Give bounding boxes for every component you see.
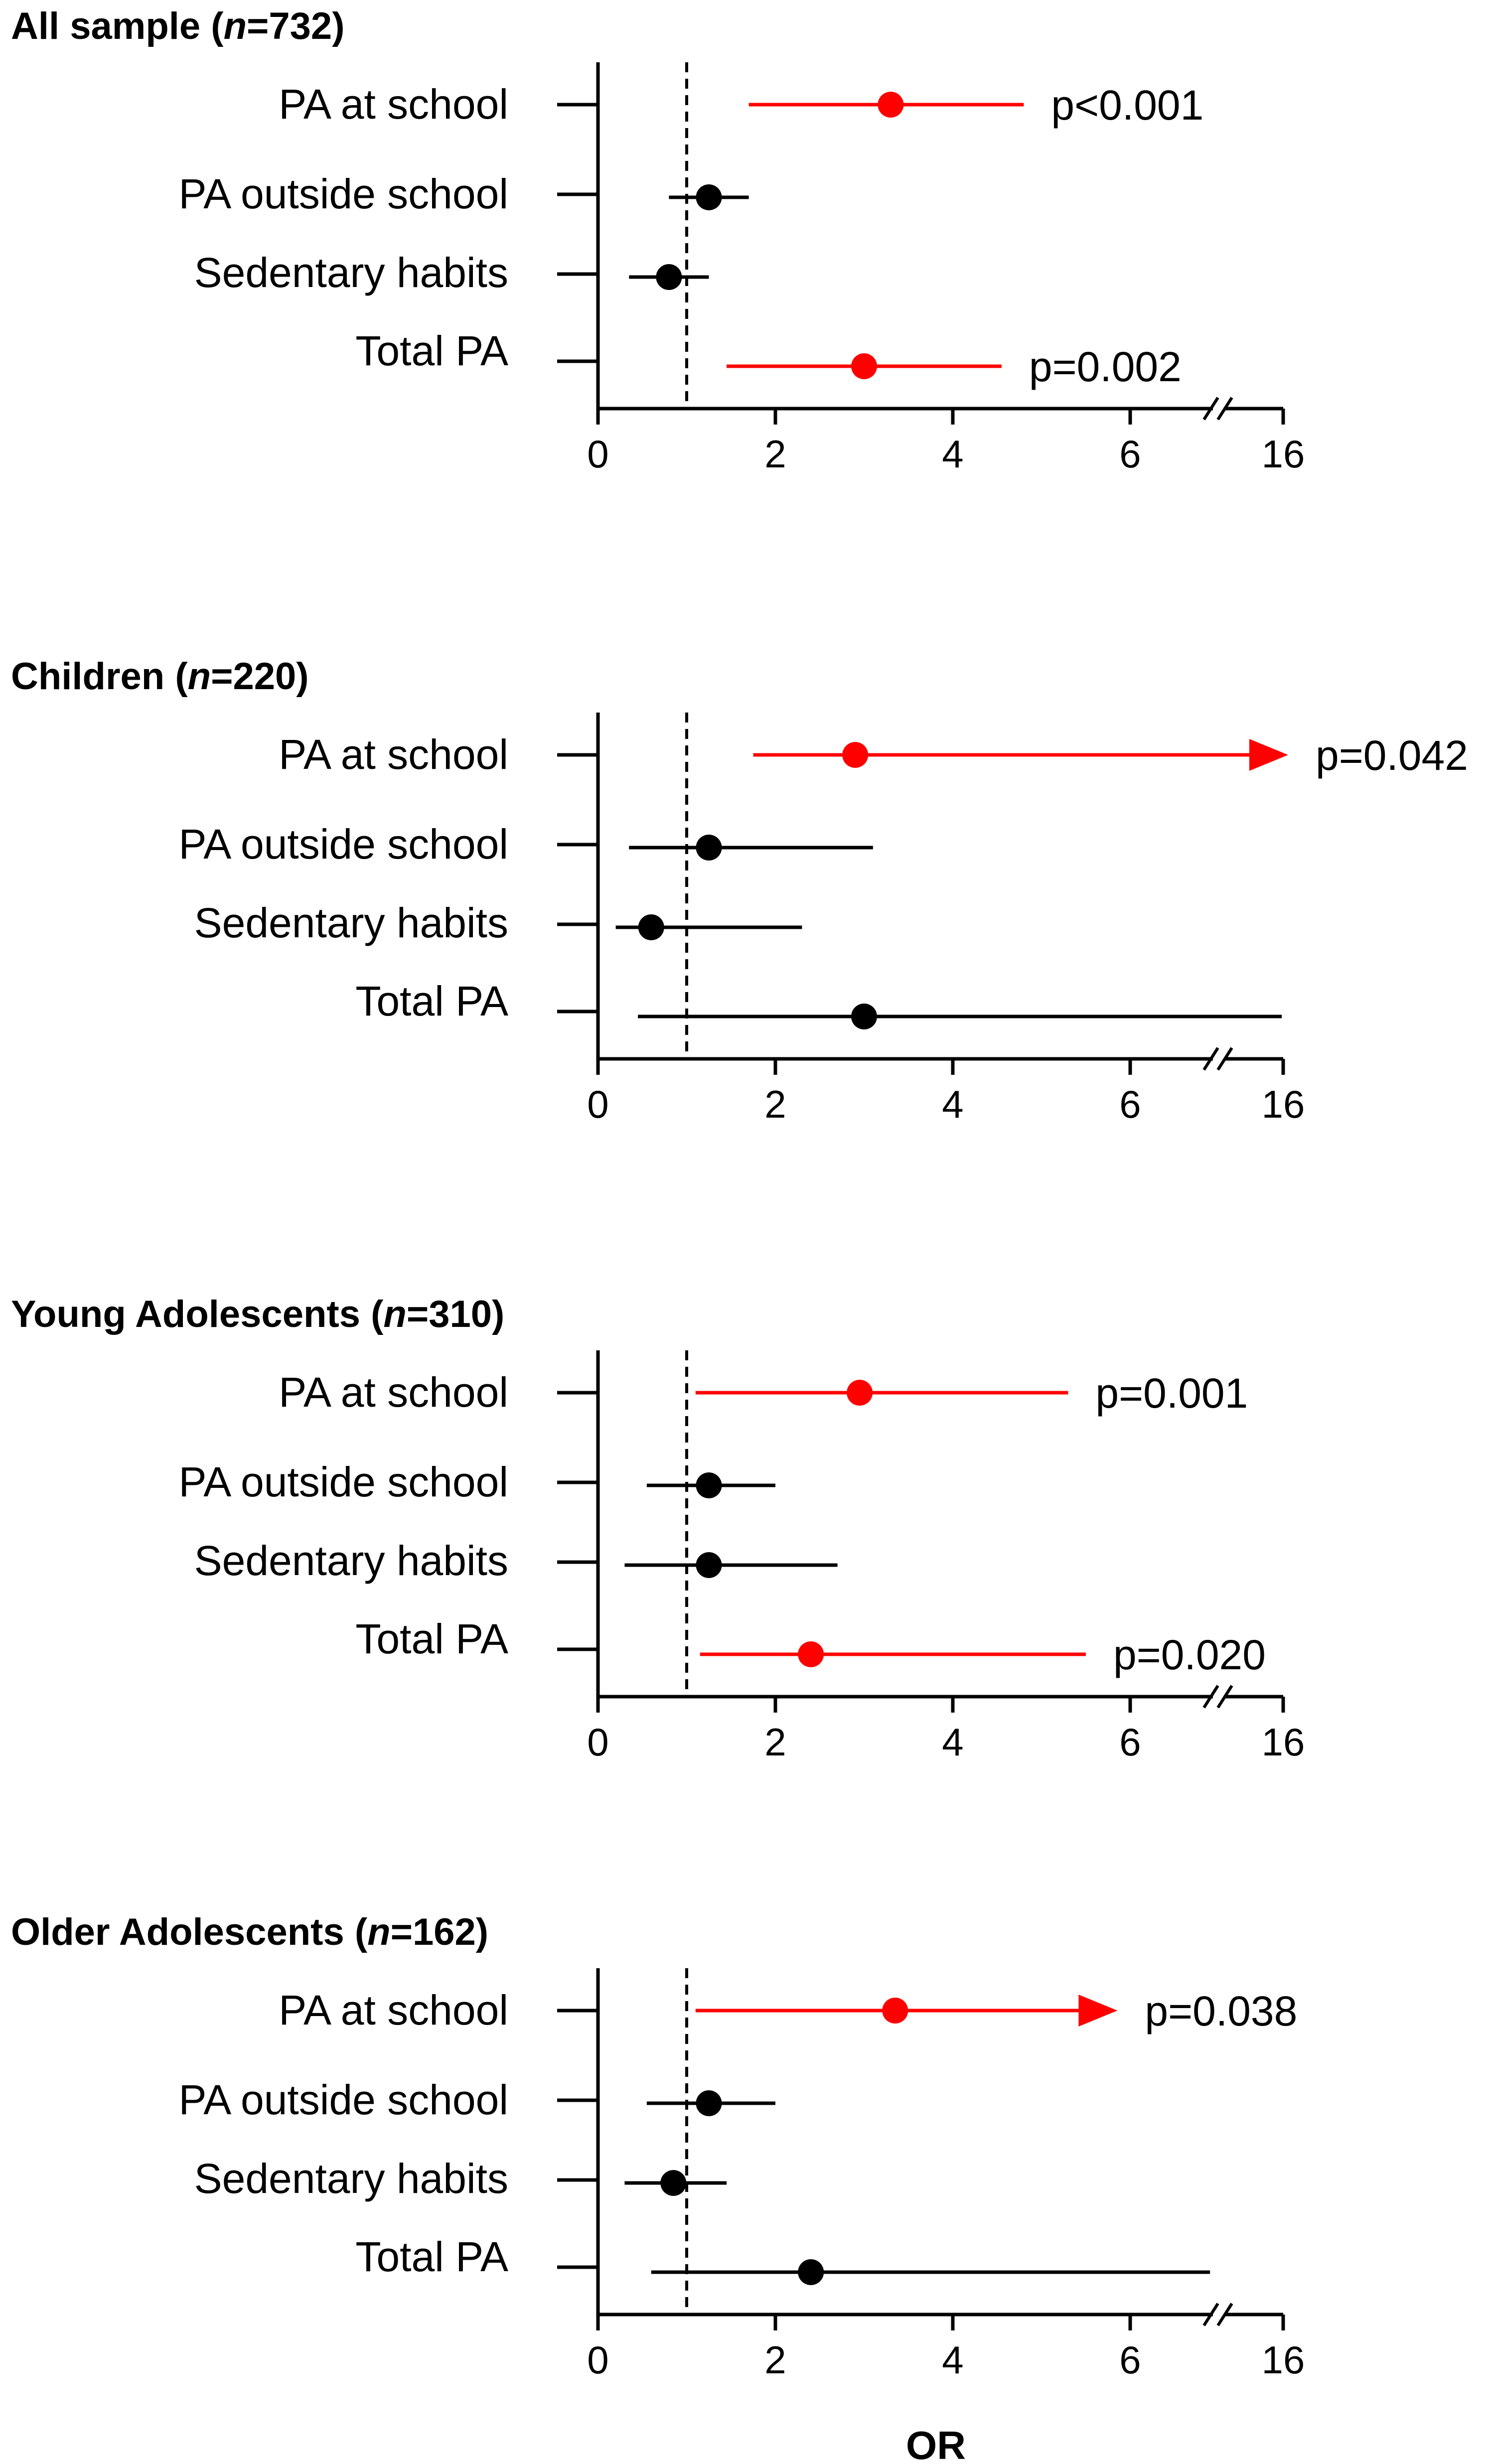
row-label: Total PA [355, 1615, 508, 1662]
panel-title: All sample (n=732) [11, 5, 345, 47]
odds-ratio-point [851, 353, 877, 379]
x-tick-label: 16 [1262, 1082, 1305, 1126]
row-label: PA outside school [178, 170, 508, 217]
row-label: Total PA [355, 327, 508, 374]
panel-title-suffix: =310) [407, 1293, 505, 1335]
panel-title: Older Adolescents (n=162) [11, 1911, 488, 1953]
x-tick-label: 16 [1262, 432, 1305, 476]
p-value-label: p=0.001 [1095, 1370, 1248, 1417]
x-tick-label: 4 [942, 2338, 963, 2382]
axis-break-mark [1202, 397, 1219, 421]
forest-panel-3: Young Adolescents (n=310) 0 2 4 6 16 PA at sch… [11, 1293, 1305, 1764]
axis-break-mark [1216, 397, 1233, 421]
row-label: PA at school [279, 81, 508, 128]
row-label: Sedentary habits [194, 2155, 508, 2202]
panel-title-suffix: =220) [211, 655, 309, 698]
odds-ratio-point [696, 1472, 722, 1498]
axis-break-mark [1216, 1047, 1233, 1071]
odds-ratio-point [638, 914, 664, 940]
x-tick-label: 4 [942, 432, 963, 476]
p-value-label: p<0.001 [1051, 82, 1203, 129]
panel-title: Children (n=220) [11, 655, 309, 698]
x-tick-label: 0 [587, 1720, 608, 1764]
odds-ratio-point [878, 92, 904, 118]
p-value-label: p=0.038 [1145, 1988, 1297, 2034]
ci-arrow-head [1078, 1995, 1118, 2027]
axis-break-mark [1216, 1685, 1233, 1709]
x-tick-label: 2 [764, 432, 786, 476]
odds-ratio-point [656, 264, 682, 290]
row-label: PA at school [279, 1369, 508, 1416]
x-tick-label: 4 [942, 1720, 963, 1764]
row-label: Sedentary habits [194, 1537, 508, 1584]
axis-break-mark [1202, 1685, 1219, 1709]
panel-title-suffix: =162) [391, 1911, 489, 1953]
panel-title-prefix: All sample ( [11, 5, 224, 47]
row-label: Sedentary habits [194, 249, 508, 296]
odds-ratio-point [696, 184, 722, 210]
forest-panel-4: Older Adolescents (n=162) 0 2 4 6 16 PA at sch… [11, 1911, 1305, 2382]
x-tick-label: 0 [587, 432, 608, 476]
axis-break-mark [1202, 2303, 1219, 2326]
x-tick-label: 16 [1262, 1720, 1305, 1764]
panel-title-n: n [224, 5, 247, 47]
odds-ratio-point [660, 2170, 687, 2196]
panel-title-suffix: =732) [247, 5, 345, 47]
x-tick-label: 2 [764, 1082, 786, 1126]
panel-title: Young Adolescents (n=310) [11, 1293, 504, 1335]
panel-title-n: n [188, 655, 211, 698]
panel-title-prefix: Children ( [11, 655, 188, 698]
odds-ratio-point [851, 1004, 877, 1029]
x-axis-title: OR [906, 2423, 966, 2464]
x-tick-label: 6 [1119, 1082, 1141, 1126]
p-value-label: p=0.020 [1113, 1631, 1266, 1678]
row-label: PA outside school [178, 2076, 508, 2123]
odds-ratio-point [696, 2090, 722, 2116]
row-label: Total PA [355, 2233, 508, 2280]
forest-panel-2: Children (n=220) 0 2 4 6 16 PA at school p=0.04… [11, 655, 1468, 1126]
x-tick-label: 2 [764, 1720, 786, 1764]
x-tick-label: 6 [1119, 432, 1141, 476]
x-tick-label: 0 [587, 1082, 608, 1126]
forest-panel-1: All sample (n=732) 0 2 4 6 16 PA at school p<0.… [11, 5, 1305, 476]
p-value-label: p=0.002 [1029, 343, 1182, 390]
row-label: Total PA [355, 978, 508, 1024]
x-tick-label: 4 [942, 1082, 963, 1126]
p-value-label: p=0.042 [1316, 732, 1468, 779]
odds-ratio-point [696, 1552, 722, 1578]
odds-ratio-point [882, 1998, 908, 2024]
odds-ratio-point [696, 835, 722, 861]
odds-ratio-point [842, 742, 869, 768]
odds-ratio-point [798, 1641, 824, 1667]
axis-break-mark [1216, 2303, 1233, 2326]
row-label: PA at school [279, 1987, 508, 2033]
x-tick-label: 2 [764, 2338, 786, 2382]
ci-arrow-head [1249, 739, 1288, 771]
panel-title-prefix: Young Adolescents ( [11, 1293, 384, 1335]
x-tick-label: 6 [1119, 2338, 1141, 2382]
x-tick-label: 6 [1119, 1720, 1141, 1764]
row-label: PA outside school [178, 821, 508, 868]
row-label: PA at school [279, 731, 508, 778]
axis-break-mark [1202, 1047, 1219, 1071]
x-tick-label: 16 [1262, 2338, 1305, 2382]
row-label: Sedentary habits [194, 899, 508, 946]
panel-title-n: n [367, 1911, 390, 1953]
x-tick-label: 0 [587, 2338, 608, 2382]
odds-ratio-point [798, 2259, 824, 2285]
panel-title-prefix: Older Adolescents ( [11, 1911, 368, 1953]
odds-ratio-point [847, 1380, 873, 1406]
row-label: PA outside school [178, 1458, 508, 1505]
panel-title-n: n [383, 1293, 406, 1335]
